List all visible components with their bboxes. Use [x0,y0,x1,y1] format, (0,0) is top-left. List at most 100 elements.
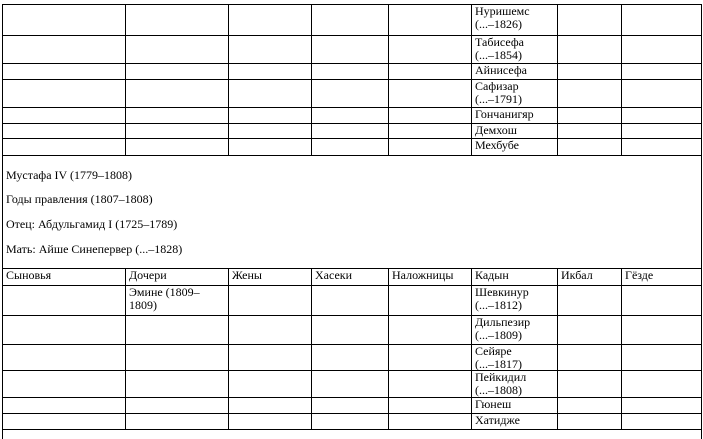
empty-cell [125,4,229,36]
empty-cell [311,397,389,415]
empty-cell [388,370,472,399]
genealogy-table: Нуришемс (...–1826) Табисефа (...–1854) … [2,4,702,439]
empty-cell [621,35,702,64]
empty-cell [2,315,126,346]
empty-cell [228,63,312,80]
empty-cell [228,79,312,108]
empty-cell [557,123,622,139]
empty-cell [621,344,702,372]
column-header-sons: Сыновья [2,268,126,287]
empty-cell [125,138,229,156]
empty-cell [557,63,622,80]
empty-cell [311,4,389,36]
kadyn-name-cell: Сейяре (...–1817) [471,344,558,372]
empty-cell [621,107,702,124]
empty-cell [125,315,229,346]
column-header-concubines: Наложницы [388,268,472,287]
empty-cell [311,315,389,346]
empty-cell [311,344,389,372]
kadyn-name-cell: Гончанигяр [471,107,558,124]
empty-cell [557,4,622,36]
empty-cell [125,370,229,399]
table-row: Нуришемс (...–1826) [2,4,702,36]
kadyn-name-cell: Пейкидил (...–1808) [471,370,558,399]
empty-cell [388,285,472,317]
empty-cell [557,397,622,415]
empty-cell [228,35,312,64]
empty-cell [2,107,126,124]
empty-cell [228,344,312,372]
empty-cell [388,4,472,36]
table-row: Гончанигяр [2,107,702,124]
empty-cell [388,123,472,139]
empty-cell [621,138,702,156]
column-header-kadyn: Кадын [471,268,558,287]
empty-cell [2,4,126,36]
column-header-row: Сыновья Дочери Жены Хасеки Наложницы Кад… [2,268,702,287]
empty-cell [228,107,312,124]
empty-cell [557,107,622,124]
empty-cell [125,413,229,431]
kadyn-name-cell: Нуришемс (...–1826) [471,4,558,36]
empty-cell [228,285,312,317]
column-header-haseki: Хасеки [311,268,389,287]
empty-cell [621,315,702,346]
empty-cell [2,63,126,80]
empty-cell [621,123,702,139]
empty-cell [311,79,389,108]
empty-cell [557,370,622,399]
empty-cell [388,413,472,431]
empty-cell [125,63,229,80]
empty-cell [125,79,229,108]
empty-cell [228,413,312,431]
father-line: Отец: Абдульгамид I (1725–1789) [6,217,178,232]
column-header-gozde: Гёзде [621,268,702,287]
empty-cell [2,397,126,415]
empty-cell [125,397,229,415]
table-row: Эмине (1809–1809) Шевкинур (...–1812) [2,285,702,317]
empty-cell [388,397,472,415]
empty-cell [557,138,622,156]
empty-cell [388,315,472,346]
empty-cell [621,285,702,317]
empty-cell [311,138,389,156]
kadyn-name-cell: Дильпезир (...–1809) [471,315,558,346]
empty-cell [2,35,126,64]
empty-cell [621,397,702,415]
empty-cell [2,138,126,156]
sultan-section-cell: Мустафа IV (1779–1808) Годы правления (1… [2,154,702,270]
empty-cell [388,344,472,372]
empty-cell [2,344,126,372]
empty-cell [621,4,702,36]
kadyn-name-cell: Табисефа (...–1854) [471,35,558,64]
table-row: Дильпезир (...–1809) [2,315,702,346]
empty-cell [388,138,472,156]
column-header-wives: Жены [228,268,312,287]
table-row: Айнисефа [2,63,702,80]
daughter-name-cell: Эмине (1809–1809) [125,285,229,317]
empty-cell [311,35,389,64]
empty-cell [388,35,472,64]
kadyn-name-cell: Демхош [471,123,558,139]
kadyn-name-cell: Айнисефа [471,63,558,80]
empty-cell [557,315,622,346]
sultan-name: Мустафа IV (1779–1808) [6,167,132,182]
empty-cell [557,79,622,108]
sultan-section-mahmud-ii: Махмуд II (1785–1839) Годы правления (18… [2,429,702,439]
column-header-ikbal: Икбал [557,268,622,287]
empty-cell [125,35,229,64]
empty-cell [228,315,312,346]
sultan-section-cell: Махмуд II (1785–1839) Годы правления (18… [2,429,702,439]
column-header-daughters: Дочери [125,268,229,287]
table-row: Мехбубе [2,138,702,156]
empty-cell [125,107,229,124]
empty-cell [557,35,622,64]
empty-cell [621,413,702,431]
empty-cell [2,123,126,139]
empty-cell [621,79,702,108]
empty-cell [388,79,472,108]
empty-cell [228,397,312,415]
empty-cell [557,413,622,431]
kadyn-name-cell: Сафизар (...–1791) [471,79,558,108]
empty-cell [228,4,312,36]
